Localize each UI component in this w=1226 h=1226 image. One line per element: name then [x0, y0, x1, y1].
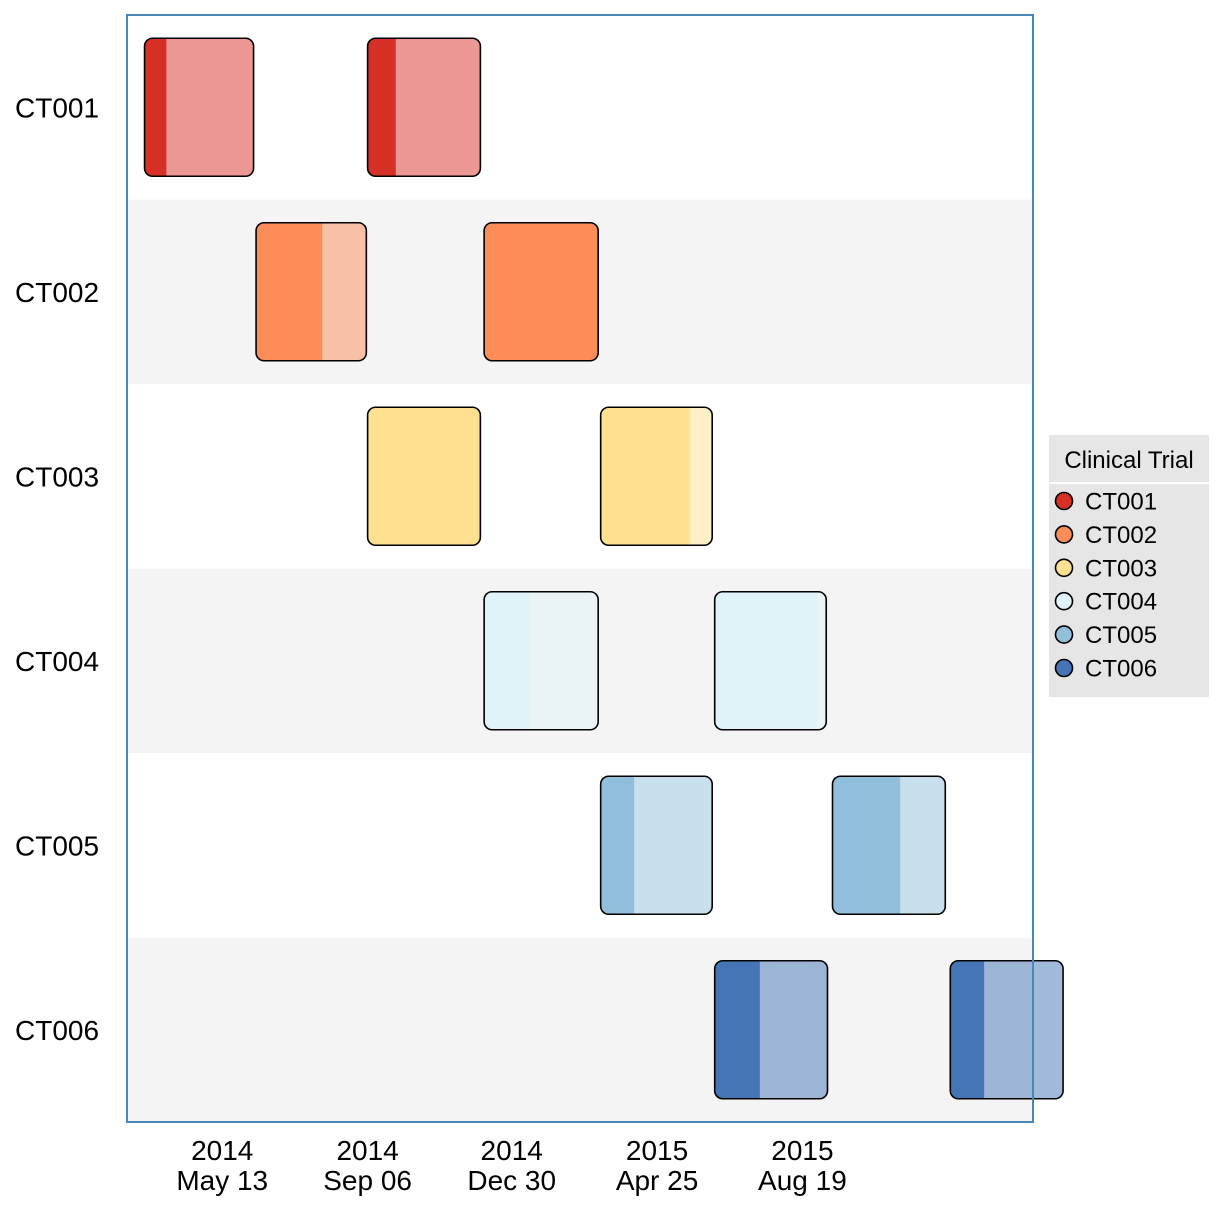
legend-label: CT003 — [1085, 555, 1157, 582]
row-band-ct001 — [127, 15, 1033, 200]
task-bar-progress — [484, 591, 530, 730]
task-bar-outline — [949, 959, 1064, 1100]
row-band-ct006 — [127, 937, 1033, 1122]
task-bar-progress — [950, 960, 985, 1099]
legend-key-ct002 — [1054, 525, 1074, 544]
x-tick-label-date: Dec 30 — [467, 1165, 556, 1196]
task-bar-ct004 — [483, 590, 599, 731]
legend-key-ct005 — [1054, 625, 1074, 644]
task-bar-progress — [484, 222, 599, 361]
legend-label: CT005 — [1085, 622, 1157, 649]
task-bar-outline — [483, 590, 599, 731]
y-tick-label: CT004 — [15, 646, 99, 677]
legend-label: CT001 — [1085, 489, 1157, 516]
x-tick-label-date: Apr 25 — [616, 1165, 699, 1196]
task-bar-ct002 — [255, 221, 368, 362]
task-bar-progress — [600, 776, 635, 915]
task-bar-outline — [255, 221, 368, 362]
task-bar-ct003 — [366, 406, 482, 547]
y-tick-label: CT005 — [15, 830, 99, 861]
x-tick-label-year: 2014 — [481, 1135, 543, 1166]
y-tick-label: CT006 — [15, 1015, 99, 1046]
task-bar-ct005 — [599, 775, 714, 916]
x-tick-label-date: Sep 06 — [323, 1165, 412, 1196]
x-tick-label-year: 2015 — [771, 1135, 833, 1166]
task-bar-progress — [714, 960, 760, 1099]
task-bar-outline — [831, 775, 947, 916]
task-bar-progress — [600, 407, 690, 546]
x-tick-label-date: Aug 19 — [758, 1165, 847, 1196]
task-bar-outline — [483, 221, 599, 362]
legend: Clinical Trial CT001 CT002 CT003 CT004 CT005… — [1049, 435, 1209, 697]
legend-key-ct001 — [1054, 491, 1074, 511]
y-tick-label: CT003 — [15, 461, 99, 492]
task-bar-progress — [144, 38, 167, 177]
plot-panel-border — [126, 14, 1034, 1123]
legend-label: CT006 — [1085, 656, 1157, 683]
legend-title: Clinical Trial — [1064, 447, 1193, 474]
task-bar-ct006 — [949, 959, 1064, 1100]
task-bar-progress — [832, 776, 901, 915]
task-bar-progress — [367, 407, 481, 546]
task-bar-ct002 — [483, 221, 599, 362]
task-bar-progress — [367, 38, 396, 177]
legend-label: CT002 — [1085, 522, 1157, 549]
legend-background — [1049, 435, 1209, 697]
legend-key-ct003 — [1054, 558, 1074, 578]
task-bar-outline — [366, 406, 482, 547]
row-bands — [127, 15, 1033, 1122]
legend-items: CT001 CT002 CT003 CT004 CT005 CT006 — [1054, 489, 1157, 683]
task-bar-ct006 — [713, 959, 829, 1100]
task-bar-outline — [599, 775, 714, 916]
task-bar-outline — [143, 37, 255, 178]
task-bar-ct001 — [366, 37, 482, 178]
task-bar-ct003 — [599, 406, 714, 547]
task-bar-outline — [713, 590, 828, 731]
x-tick-label-year: 2014 — [191, 1135, 253, 1166]
task-bar-progress — [256, 222, 323, 361]
legend-label: CT004 — [1085, 589, 1157, 616]
task-bar-ct001 — [143, 37, 255, 178]
legend-key-ct004 — [1054, 591, 1074, 611]
task-bar-outline — [713, 959, 829, 1100]
row-band-ct003 — [127, 384, 1033, 569]
task-bar-ct004 — [713, 590, 828, 731]
y-tick-label: CT001 — [15, 92, 99, 123]
x-tick-label-date: May 13 — [176, 1165, 268, 1196]
task-bar-progress — [714, 591, 818, 730]
x-tick-label-year: 2014 — [336, 1135, 398, 1166]
task-bars — [143, 37, 1064, 1100]
task-bar-outline — [599, 406, 714, 547]
task-bar-outline — [366, 37, 482, 178]
y-tick-label: CT002 — [15, 277, 99, 308]
y-axis-labels: CT001 CT002 CT003 CT004 CT005 CT006 — [15, 92, 99, 1046]
x-tick-label-year: 2015 — [626, 1135, 688, 1166]
legend-key-ct006 — [1054, 658, 1074, 678]
task-bar-ct005 — [831, 775, 947, 916]
